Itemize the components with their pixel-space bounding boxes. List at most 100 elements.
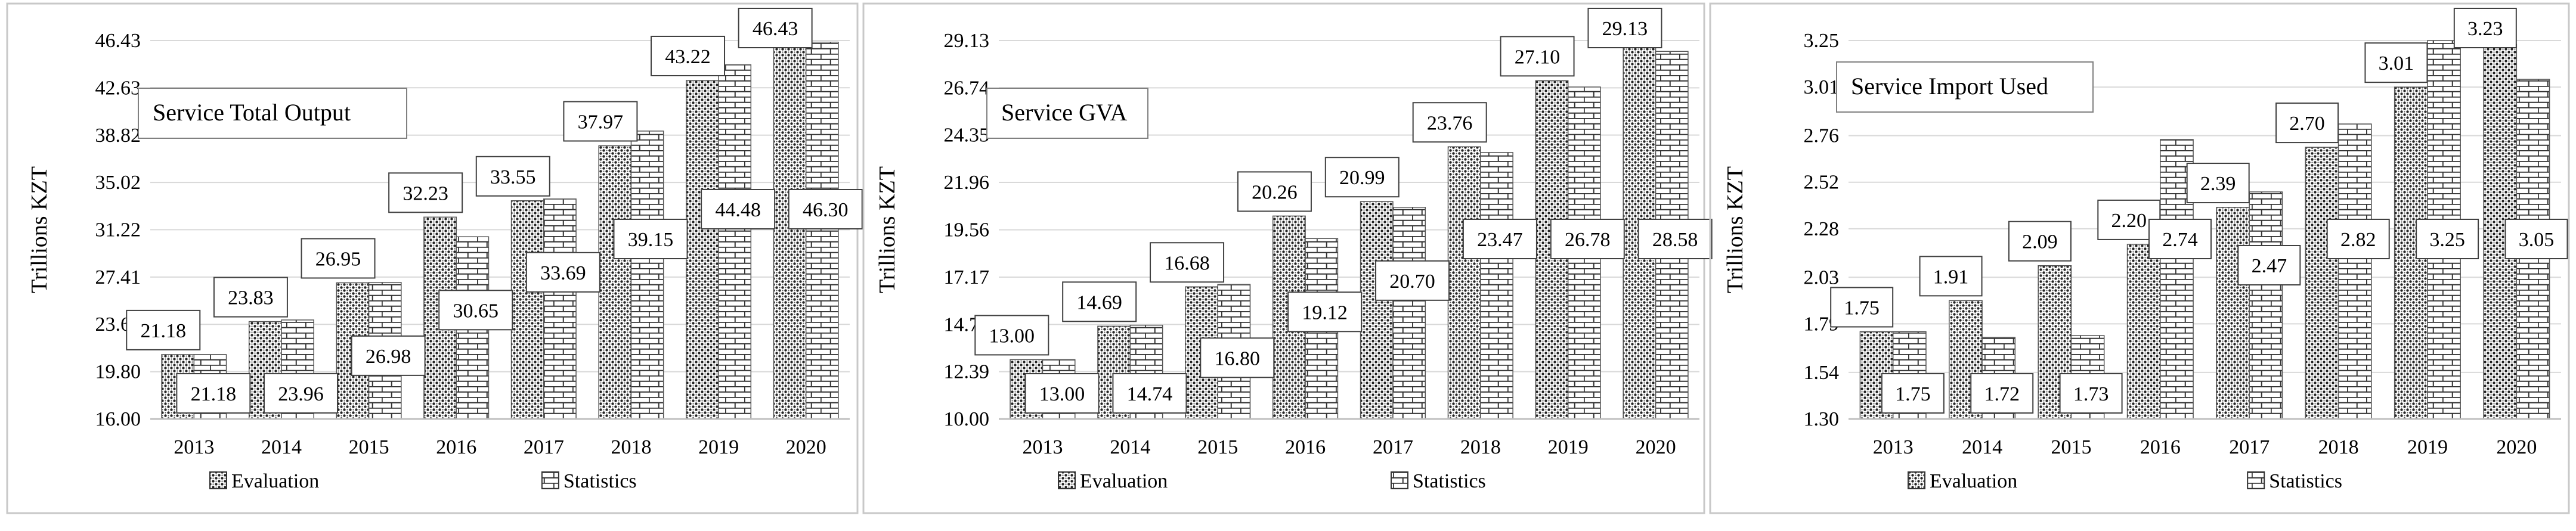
data-label-text: 2.47	[2252, 255, 2287, 277]
data-label-box	[788, 189, 863, 229]
data-label: 46.30	[788, 189, 863, 229]
data-label-text: 3.23	[2467, 18, 2503, 40]
legend-item-statistics: Statistics	[1391, 470, 1486, 492]
data-label-box	[613, 219, 688, 259]
y-tick-label: 26.74	[944, 77, 990, 99]
chart-panel-import-used: 1.301.541.792.032.282.522.763.013.25 201…	[1709, 2, 2570, 514]
bar-statistics	[2337, 123, 2372, 420]
y-tick-label: 10.00	[944, 408, 990, 430]
legend-swatch	[1058, 471, 1076, 489]
data-label-box	[1830, 287, 1894, 328]
y-tick-label: 19.80	[95, 361, 141, 383]
data-label-box	[1881, 373, 1945, 414]
data-label-text: 1.73	[2073, 383, 2109, 405]
y-tick-label: 12.39	[944, 361, 990, 383]
x-tick-label: 2017	[524, 436, 564, 458]
data-label-box	[2186, 163, 2250, 204]
y-axis-label: Trillions KZT	[875, 166, 900, 293]
data-label-box	[2275, 103, 2339, 144]
data-label-box	[2237, 245, 2301, 285]
y-axis-label: Trillions KZT	[27, 166, 52, 293]
data-label: 46.43	[738, 8, 813, 48]
data-label-box	[738, 8, 813, 48]
data-label-box	[2364, 42, 2428, 83]
data-label-box	[1637, 219, 1713, 259]
data-label-text: 16.80	[1215, 347, 1261, 369]
y-tick-label: 24.35	[944, 125, 990, 147]
data-label-box	[1500, 36, 1575, 77]
legend-item-evaluation: Evaluation	[1058, 470, 1168, 492]
data-label-box	[1462, 219, 1537, 259]
data-label: 2.82	[2326, 219, 2390, 259]
data-label: 23.76	[1412, 102, 1487, 143]
bars	[161, 40, 839, 420]
x-tick-label: 2017	[1373, 436, 1413, 458]
legend: Evaluation Statistics	[1908, 470, 2342, 492]
data-label-box	[351, 335, 426, 376]
data-label-text: 23.83	[228, 287, 274, 309]
data-label: 20.70	[1375, 260, 1450, 301]
data-label: 33.55	[475, 156, 550, 197]
data-label: 13.00	[974, 315, 1049, 356]
data-label-box	[2504, 219, 2568, 259]
data-label: 19.12	[1287, 291, 1363, 333]
data-label: 3.01	[2364, 42, 2428, 83]
legend-swatch	[1391, 471, 1408, 489]
y-tick-label: 3.01	[1804, 76, 1840, 98]
y-axis-label-text: Trillions KZT	[875, 166, 900, 293]
bar-statistics	[718, 64, 752, 420]
data-label: 23.47	[1462, 219, 1537, 259]
legend-item-evaluation: Evaluation	[209, 470, 319, 492]
data-label-box	[1150, 242, 1225, 283]
data-label-text: 14.69	[1076, 291, 1122, 313]
legend-item-statistics: Statistics	[541, 470, 637, 492]
x-tick-labels: 2013 2014 2015 2016 2017 2018 2019 2020	[174, 436, 826, 458]
data-label-text: 13.00	[1039, 383, 1085, 405]
y-tick-labels: 1.301.541.792.032.282.522.763.013.25	[1804, 30, 1840, 430]
x-tick-label: 2016	[436, 436, 476, 458]
legend: Evaluation Statistics	[1058, 470, 1486, 492]
y-tick-label: 16.00	[95, 408, 141, 430]
data-label-text: 37.97	[578, 111, 624, 133]
data-label: 1.72	[1970, 373, 2034, 414]
data-label: 29.13	[1587, 8, 1662, 48]
bar-evaluation	[1360, 201, 1394, 420]
data-label-box	[1024, 373, 1100, 414]
legend-item-evaluation: Evaluation	[1908, 470, 2017, 492]
legend-label: Statistics	[2269, 470, 2342, 492]
data-label-box	[301, 238, 376, 279]
legend-swatch	[209, 471, 227, 489]
data-label: 14.69	[1062, 281, 1137, 322]
data-label: 2.39	[2186, 163, 2250, 204]
bar-statistics	[1480, 152, 1513, 420]
chart-title: Service Total Output	[153, 99, 351, 126]
x-tick-label: 2014	[261, 436, 302, 458]
chart-title-box: Service GVA	[986, 88, 1148, 139]
data-labels: 13.00 14.69 16.68 20.26 20.99 23.76 27.10 29.13…	[974, 8, 1713, 414]
y-tick-label: 2.76	[1804, 125, 1840, 147]
data-label-box	[2059, 373, 2123, 414]
data-label-box	[525, 251, 600, 293]
y-tick-label: 3.25	[1804, 30, 1840, 52]
chart-title-frame	[138, 88, 407, 139]
data-label: 3.05	[2504, 219, 2568, 259]
data-label: 23.83	[213, 277, 288, 318]
bar-evaluation	[2126, 244, 2161, 420]
x-tick-label: 2020	[1636, 436, 1676, 458]
data-label-box	[388, 172, 463, 213]
legend-swatch	[541, 471, 559, 489]
bar-evaluation	[1447, 146, 1481, 420]
data-label: 44.48	[701, 189, 776, 229]
bar-statistics	[2249, 191, 2283, 420]
data-label-text: 46.43	[753, 18, 798, 40]
y-tick-label: 21.96	[944, 172, 990, 194]
data-label-text: 39.15	[628, 229, 674, 251]
x-tick-label: 2018	[2318, 436, 2359, 458]
data-label: 23.96	[263, 372, 338, 414]
data-label-box	[1062, 281, 1137, 322]
data-label: 2.74	[2148, 219, 2212, 259]
data-label-box	[1412, 102, 1487, 143]
data-label-text: 2.70	[2289, 113, 2325, 135]
y-tick-label: 42.63	[95, 77, 141, 99]
chart-border	[1709, 2, 2570, 514]
